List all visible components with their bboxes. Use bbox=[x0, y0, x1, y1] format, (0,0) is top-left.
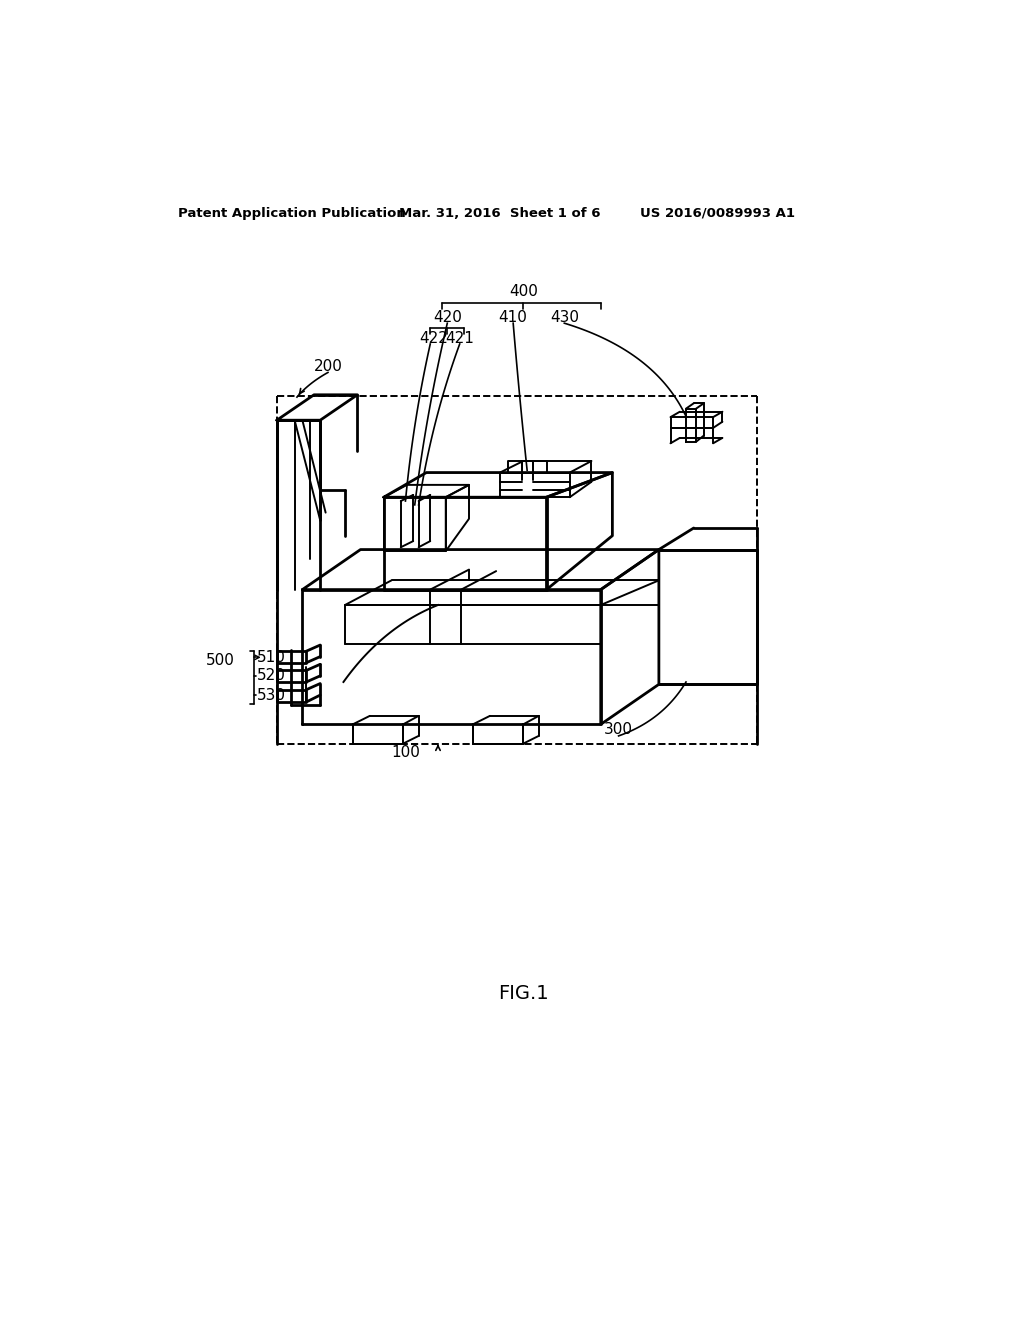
Text: Patent Application Publication: Patent Application Publication bbox=[178, 207, 407, 220]
Text: 410: 410 bbox=[499, 310, 527, 325]
Text: US 2016/0089993 A1: US 2016/0089993 A1 bbox=[640, 207, 795, 220]
Text: 100: 100 bbox=[391, 746, 420, 760]
Text: FIG.1: FIG.1 bbox=[498, 985, 549, 1003]
Text: 422: 422 bbox=[420, 331, 449, 346]
Text: 300: 300 bbox=[604, 722, 633, 738]
Text: 430: 430 bbox=[550, 310, 579, 325]
Text: 421: 421 bbox=[445, 331, 474, 346]
Text: 530: 530 bbox=[257, 688, 286, 702]
Text: 520: 520 bbox=[257, 668, 286, 684]
Text: 500: 500 bbox=[206, 653, 234, 668]
Text: 200: 200 bbox=[313, 359, 342, 374]
Text: 510: 510 bbox=[257, 649, 286, 665]
Text: 400: 400 bbox=[509, 284, 538, 300]
Text: Mar. 31, 2016  Sheet 1 of 6: Mar. 31, 2016 Sheet 1 of 6 bbox=[399, 207, 601, 220]
Text: 420: 420 bbox=[433, 310, 462, 325]
